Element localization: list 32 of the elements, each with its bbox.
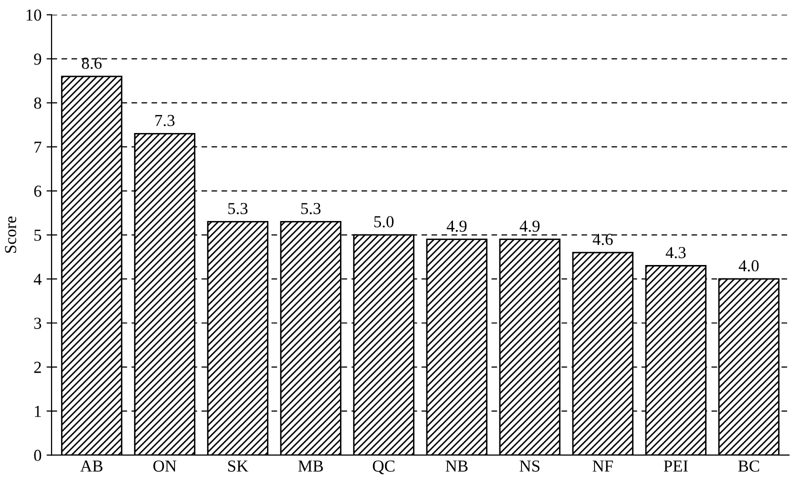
x-tick-label: BC	[738, 460, 760, 472]
data-label: 5.0	[374, 216, 394, 228]
y-tick-label: 10	[26, 9, 42, 21]
data-label: 4.6	[592, 234, 613, 246]
x-tick-label: QC	[372, 460, 394, 474]
data-label: 7.3	[155, 114, 174, 126]
data-label: 4.0	[738, 260, 759, 272]
y-tick-label: 3	[34, 318, 42, 329]
data-label: 4.9	[520, 220, 540, 232]
x-tick-label: MB	[298, 460, 323, 472]
y-tick-label: 4	[34, 274, 42, 285]
y-tick-label: 5	[34, 230, 42, 241]
x-tick-label: NS	[520, 460, 540, 472]
y-tick-label: 1	[34, 406, 41, 417]
y-tick-label: 2	[34, 362, 41, 373]
x-tick-label: SK	[228, 460, 248, 472]
x-tick-label: NF	[592, 460, 613, 472]
data-label: 8.6	[82, 58, 102, 69]
data-label: 4.9	[446, 220, 467, 232]
y-tick-label: 9	[34, 54, 42, 65]
y-tick-label: 8	[34, 98, 42, 109]
x-tick-label: NB	[446, 460, 468, 472]
x-tick-label: AB	[80, 460, 102, 472]
data-label: 4.3	[666, 247, 686, 258]
x-tick-label: ON	[153, 460, 176, 472]
y-tick-label: 0	[34, 450, 42, 462]
y-tick-label: 6	[34, 186, 42, 197]
data-label: 5.3	[228, 202, 248, 214]
y-tick-label: 7	[34, 142, 42, 153]
x-tick-label: PEI	[664, 460, 688, 472]
y-axis-title: Score	[5, 216, 16, 253]
data-label: 5.3	[301, 202, 321, 214]
